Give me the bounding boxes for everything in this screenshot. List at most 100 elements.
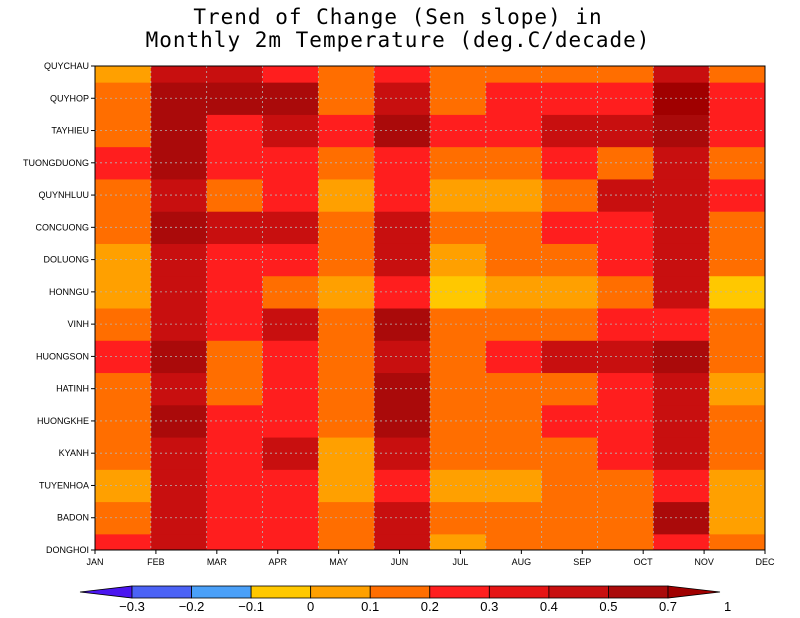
- heatmap-cell: [374, 372, 431, 406]
- y-tick-label: TUYENHOA: [39, 480, 89, 490]
- heatmap-cell: [430, 469, 487, 503]
- heatmap-cell: [709, 372, 766, 406]
- colorbar-tick-label: 0.3: [480, 599, 498, 614]
- heatmap-cell: [709, 501, 766, 535]
- grid-lines: [95, 66, 765, 550]
- heatmap-cell: [485, 437, 543, 470]
- heatmap-cell: [485, 146, 543, 180]
- heatmap-cell: [150, 178, 208, 212]
- heatmap-cell: [485, 340, 543, 374]
- colorbar-tick-label: 0.1: [361, 599, 379, 614]
- plot-frame: [94, 65, 766, 551]
- heatmap-cell: [95, 211, 152, 244]
- heatmap-cell: [709, 275, 766, 309]
- heatmap-cell: [150, 66, 208, 83]
- y-tick-label: HONNGU: [49, 287, 89, 297]
- heatmap-cell: [374, 211, 431, 244]
- colorbar-tick-label: 0: [307, 599, 314, 614]
- heatmap-cell: [95, 340, 152, 374]
- heatmap-cell: [709, 66, 766, 83]
- heatmap-cell: [430, 372, 487, 406]
- heatmap-cell: [430, 275, 487, 309]
- heatmap-cell: [374, 469, 431, 503]
- heatmap-cell: [709, 308, 766, 341]
- y-tick-label: HUONGSON: [36, 351, 89, 361]
- colorbar-segment: [369, 585, 431, 599]
- heatmap-cell: [485, 66, 543, 83]
- heatmap-cell: [709, 211, 766, 244]
- heatmap-cell: [709, 469, 766, 503]
- x-tick-label: DEC: [755, 557, 775, 567]
- heatmap-cell: [597, 66, 654, 83]
- x-tick-label: JAN: [86, 557, 103, 567]
- heatmap-cell: [206, 533, 263, 551]
- heatmap-cell: [150, 275, 208, 309]
- heatmap-cell: [430, 82, 487, 115]
- colorbar-tick-label: −0.2: [179, 599, 205, 614]
- y-tick-label: DONGHOI: [46, 545, 89, 555]
- colorbar-low-arrow: [79, 585, 133, 599]
- heatmap-cell: [95, 404, 152, 438]
- heatmap-cell: [541, 533, 598, 551]
- heatmap-cell: [430, 66, 487, 83]
- x-tick-label: SEP: [573, 557, 591, 567]
- y-tick-label: TUONGDUONG: [23, 158, 89, 168]
- heatmap-cell: [430, 308, 487, 341]
- heatmap-cell: [95, 437, 152, 470]
- heatmap-cell: [485, 211, 543, 244]
- heatmap-cell: [206, 66, 263, 83]
- y-tick-label: CONCUONG: [36, 222, 90, 232]
- chart-title-line2: Monthly 2m Temperature (deg.C/decade): [146, 28, 651, 52]
- x-tick-label: MAY: [329, 557, 348, 567]
- heatmap-cell: [318, 66, 375, 83]
- colorbar-segment: [429, 585, 490, 599]
- heatmap-cell: [430, 533, 487, 551]
- colorbar-tick-label: 1: [724, 599, 731, 614]
- heatmap-cell: [709, 340, 766, 374]
- y-tick-label: BADON: [57, 513, 89, 523]
- heatmap-cell: [485, 114, 543, 148]
- colorbar: −0.3 −0.2 −0.1 0 0.1 0.2 0.3 0.4 0.5 0.7 1: [79, 585, 731, 614]
- colorbar-segment: [250, 585, 312, 599]
- heatmap-cell: [430, 404, 487, 438]
- heatmap-cell: [485, 178, 543, 212]
- heatmap-cell: [430, 501, 487, 535]
- x-tick-label: NOV: [694, 557, 714, 567]
- heatmap-cell: [430, 243, 487, 277]
- heatmap-cell: [485, 533, 543, 551]
- heatmap-cell: [95, 372, 152, 406]
- heatmap-cell: [709, 146, 766, 180]
- y-tick-label: VINH: [67, 319, 89, 329]
- heatmap-cell: [485, 243, 543, 277]
- heatmap-cell: [374, 404, 431, 438]
- heatmap-cell: [374, 533, 431, 551]
- heatmap-cell: [150, 372, 208, 406]
- heatmap-cell: [150, 469, 208, 503]
- heatmap-cell: [374, 437, 431, 470]
- heatmap-cell: [374, 114, 431, 148]
- heatmap-cell: [709, 82, 766, 115]
- heatmap-cell: [485, 469, 543, 503]
- y-axis: QUYCHAU QUYHOP TAYHIEU TUONGDUONG QUYNHLUU CO…: [23, 61, 95, 555]
- heatmap-cell: [150, 243, 208, 277]
- heatmap-cell: [374, 146, 431, 180]
- colorbar-tick-label: −0.3: [119, 599, 145, 614]
- heatmap-cell: [430, 146, 487, 180]
- heatmap-cell: [374, 82, 431, 115]
- heatmap-cell: [709, 243, 766, 277]
- heatmap-cell: [95, 178, 152, 212]
- heatmap-cell: [150, 114, 208, 148]
- x-tick-label: JUL: [452, 557, 468, 567]
- colorbar-tick-label: −0.1: [238, 599, 264, 614]
- colorbar-tick-label: 0.7: [659, 599, 677, 614]
- heatmap-cell: [150, 146, 208, 180]
- heatmap-cell: [150, 437, 208, 470]
- heatmap-cell: [95, 469, 152, 503]
- heatmap-cell: [430, 114, 487, 148]
- heatmap-cell: [95, 308, 152, 341]
- chart-title-line1: Trend of Change (Sen slope) in: [193, 5, 602, 29]
- heatmap-cell: [95, 533, 152, 551]
- heatmap-cell: [374, 178, 431, 212]
- heatmap-cell: [374, 308, 431, 341]
